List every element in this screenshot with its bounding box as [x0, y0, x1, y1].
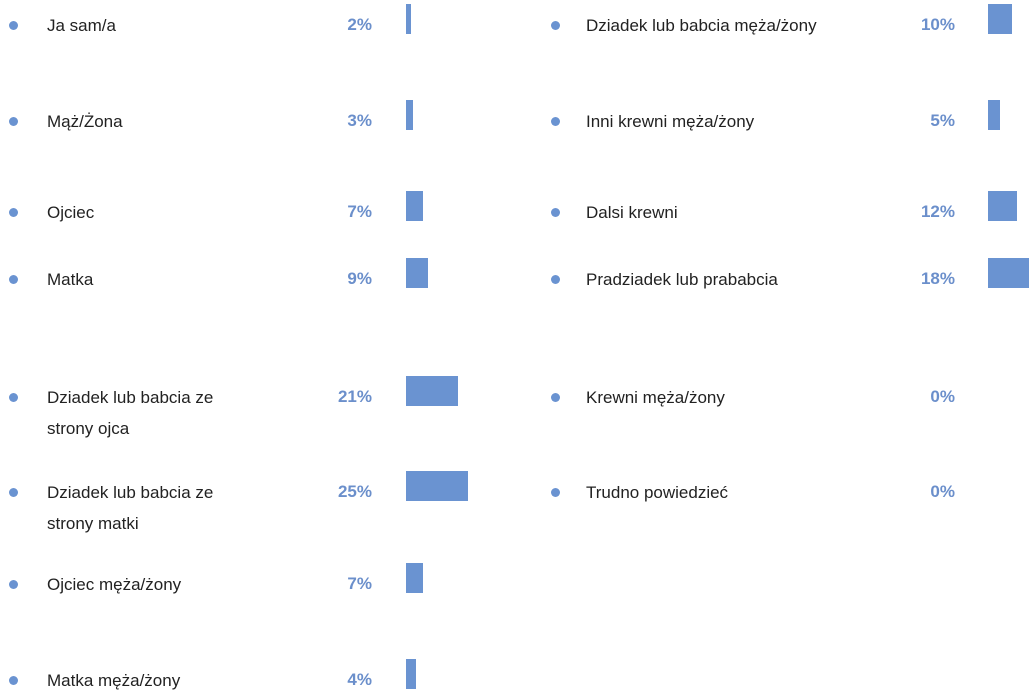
category-label: Matka: [47, 270, 94, 289]
category-label: Mąż/Żona: [47, 112, 123, 131]
bar: [406, 100, 414, 130]
value-label: 18%: [920, 269, 955, 288]
category-label: Ja sam/a: [47, 16, 116, 35]
bullet: [9, 580, 18, 589]
value-label: 25%: [337, 482, 372, 501]
value-label: 10%: [920, 15, 955, 34]
category-label: Dziadek lub babcia męża/żony: [586, 16, 817, 35]
bullet: [9, 117, 18, 126]
value-label: 3%: [347, 111, 372, 130]
category-label: Dziadek lub babcia ze strony ojca: [47, 388, 214, 438]
bullet: [551, 117, 560, 126]
category-label: Dalsi krewni: [586, 203, 678, 222]
bullet: [551, 275, 560, 284]
bullet: [9, 676, 18, 685]
bar: [406, 563, 424, 593]
value-label: 12%: [920, 202, 955, 221]
value-label: 0%: [930, 387, 955, 406]
value-label: 0%: [930, 482, 955, 501]
bullet: [551, 393, 560, 402]
value-label: 7%: [347, 574, 372, 593]
bar: [406, 191, 424, 221]
value-label: 9%: [347, 269, 372, 288]
category-label: Trudno powiedzieć: [586, 483, 729, 502]
bullet: [9, 393, 18, 402]
value-label: 4%: [347, 670, 372, 689]
value-label: 2%: [347, 15, 372, 34]
bullet: [9, 21, 18, 30]
value-label: 21%: [337, 387, 372, 406]
bar: [988, 258, 1029, 288]
value-label: 5%: [930, 111, 955, 130]
bar: [406, 376, 459, 406]
bullet: [551, 208, 560, 217]
bar: [406, 4, 411, 34]
bar: [988, 4, 1012, 34]
category-label: Inni krewni męża/żony: [586, 112, 755, 131]
category-label: Ojciec: [47, 203, 95, 222]
bar: [988, 100, 1000, 130]
bullet: [9, 208, 18, 217]
bullet: [551, 21, 560, 30]
bar: [406, 258, 429, 288]
bar: [406, 471, 468, 501]
category-label: Matka męża/żony: [47, 671, 181, 690]
bar: [406, 659, 416, 689]
value-label: 7%: [347, 202, 372, 221]
category-label: Dziadek lub babcia ze strony matki: [47, 483, 214, 533]
bullet: [9, 488, 18, 497]
bullet: [9, 275, 18, 284]
bar: [988, 191, 1017, 221]
bullet: [551, 488, 560, 497]
category-label: Ojciec męża/żony: [47, 575, 182, 594]
category-label: Krewni męża/żony: [586, 388, 725, 407]
category-label: Pradziadek lub prababcia: [586, 270, 778, 289]
